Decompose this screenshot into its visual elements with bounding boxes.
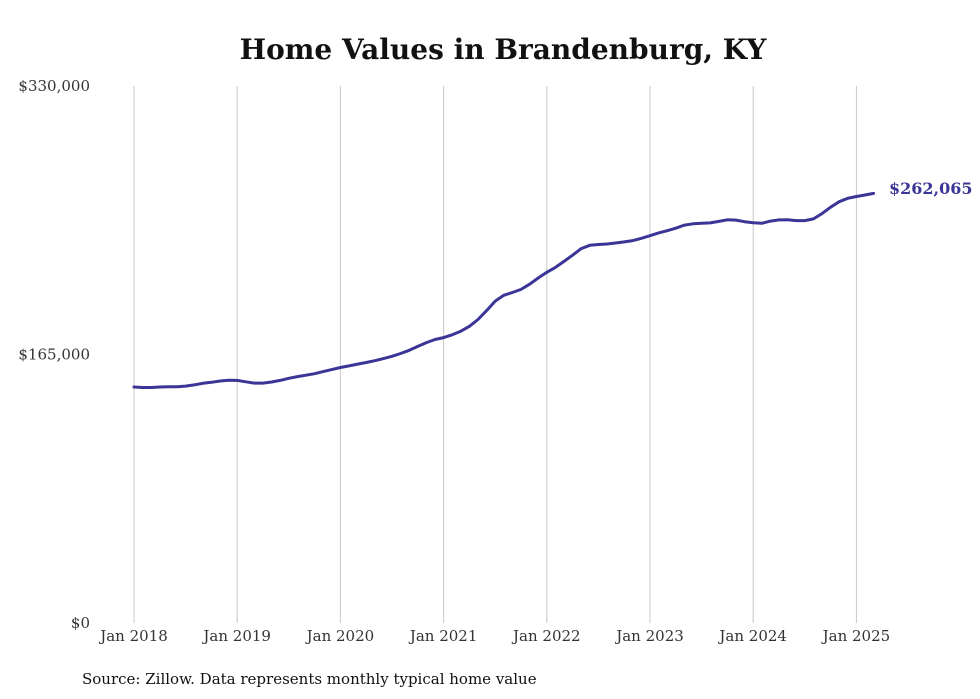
end-value-label: $262,065 xyxy=(889,179,973,198)
y-tick-label: $165,000 xyxy=(18,346,90,364)
x-tick-label: Jan 2021 xyxy=(408,627,478,645)
x-tick-label: Jan 2019 xyxy=(201,627,271,645)
source-note: Source: Zillow. Data represents monthly … xyxy=(82,670,537,688)
x-tick-label: Jan 2020 xyxy=(305,627,375,645)
x-tick-label: Jan 2023 xyxy=(614,627,684,645)
y-tick-label: $330,000 xyxy=(18,77,90,95)
chart-title: Home Values in Brandenburg, KY xyxy=(240,33,768,66)
y-axis: $0 $165,000 $330,000 xyxy=(18,77,90,632)
x-axis: Jan 2018 Jan 2019 Jan 2020 Jan 2021 Jan 2022… xyxy=(98,627,890,645)
x-tick-label: Jan 2025 xyxy=(821,627,891,645)
x-tick-label: Jan 2018 xyxy=(98,627,168,645)
grid xyxy=(133,86,857,623)
y-tick-label: $0 xyxy=(71,614,90,632)
x-tick-label: Jan 2024 xyxy=(717,627,787,645)
x-tick-label: Jan 2022 xyxy=(511,627,581,645)
series-line xyxy=(132,191,876,389)
